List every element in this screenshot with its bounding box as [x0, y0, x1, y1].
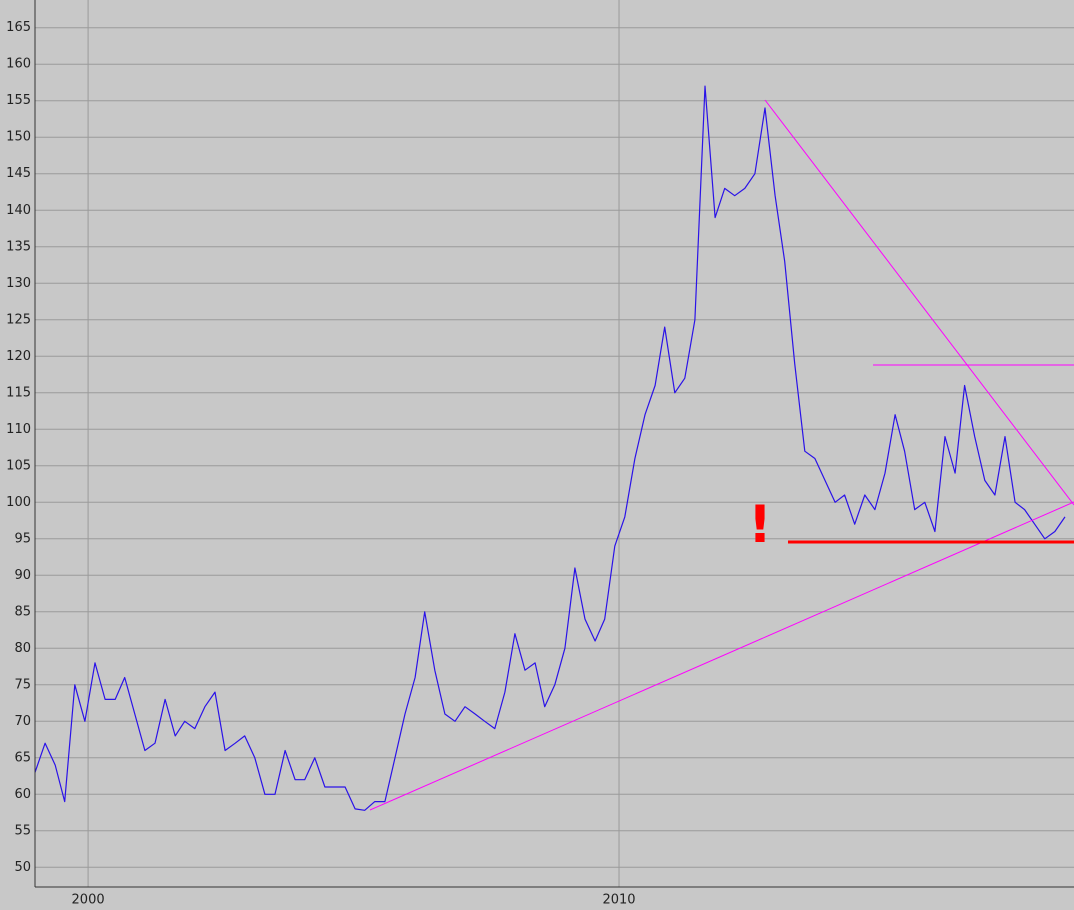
y-tick-label: 90 — [14, 568, 31, 583]
y-tick-label: 75 — [14, 677, 31, 692]
plot — [34, 85, 1066, 811]
y-tick-label: 145 — [6, 166, 31, 181]
trendline — [764, 99, 1074, 506]
y-tick-label: 110 — [6, 422, 31, 437]
y-tick-label: 120 — [6, 349, 31, 364]
annotation: ! — [748, 495, 772, 555]
y-tick-label: 135 — [6, 239, 31, 254]
y-tick-label: 50 — [14, 860, 31, 875]
y-tick-label: 70 — [14, 714, 31, 729]
grid — [35, 0, 1074, 887]
y-tick-label: 150 — [6, 130, 31, 145]
y-tick-label: 155 — [6, 93, 31, 108]
y-tick-label: 115 — [6, 385, 31, 400]
price-line — [34, 85, 1066, 811]
y-tick-label: 65 — [14, 750, 31, 765]
y-tick-label: 55 — [14, 823, 31, 838]
y-tick-label: 85 — [14, 604, 31, 619]
y-tick-label: 60 — [14, 787, 31, 802]
y-tick-label: 130 — [6, 276, 31, 291]
y-tick-label: 125 — [6, 312, 31, 327]
y-tick-label: 95 — [14, 531, 31, 546]
y-tick-label: 160 — [6, 57, 31, 72]
y-tick-label: 140 — [6, 203, 31, 218]
y-tick-label: 165 — [6, 20, 31, 35]
y-tick-label: 80 — [14, 641, 31, 656]
x-tick-label: 2010 — [602, 893, 635, 908]
y-tick-label: 105 — [6, 458, 31, 473]
x-tick-label: 2000 — [72, 893, 105, 908]
y-tick-label: 100 — [6, 495, 31, 510]
trendline — [369, 501, 1074, 811]
